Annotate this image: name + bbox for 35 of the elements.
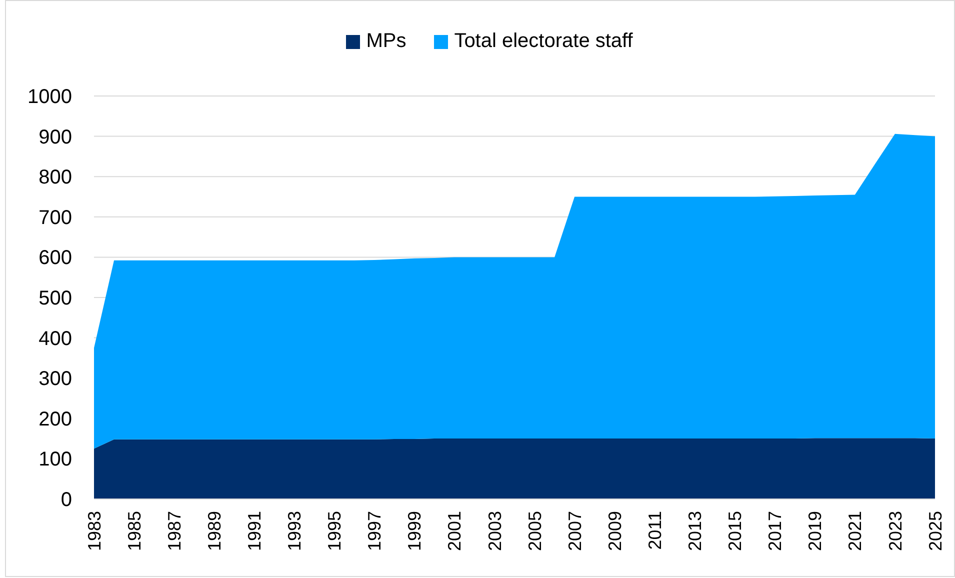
x-tick-label: 2015 <box>725 511 746 552</box>
x-tick-label: 1997 <box>364 511 385 552</box>
x-tick-label: 1983 <box>84 511 104 552</box>
y-tick-label: 1000 <box>28 86 72 108</box>
x-tick-label: 2009 <box>604 511 625 552</box>
x-tick-label: 2007 <box>564 511 585 552</box>
y-tick-label: 900 <box>38 126 72 148</box>
y-tick-label: 200 <box>38 408 72 430</box>
x-tick-label: 2013 <box>685 511 706 552</box>
x-tick-label: 1987 <box>164 511 184 552</box>
x-tick-label: 2025 <box>925 511 946 552</box>
y-tick-label: 500 <box>38 288 72 310</box>
legend-label: MPs <box>366 30 406 53</box>
y-tick-label: 100 <box>38 448 72 471</box>
x-tick-label: 2005 <box>524 511 545 552</box>
x-tick-label: 1989 <box>204 511 224 552</box>
x-tick-label: 2021 <box>845 511 866 552</box>
y-tick-label: 800 <box>38 166 72 189</box>
x-tick-label: 2017 <box>765 511 786 552</box>
x-tick-label: 1993 <box>284 511 305 552</box>
x-tick-label: 1995 <box>324 511 345 552</box>
x-tick-label: 2023 <box>885 511 906 552</box>
legend-label: Total electorate staff <box>454 30 633 53</box>
x-tick-label: 2003 <box>484 511 505 552</box>
x-tick-label: 2019 <box>805 511 826 552</box>
y-tick-label: 0 <box>60 489 72 511</box>
x-tick-label: 1991 <box>244 511 264 552</box>
x-tick-label: 1999 <box>404 511 425 552</box>
x-tick-label: 2001 <box>444 511 465 552</box>
y-tick-label: 700 <box>38 206 72 229</box>
y-tick-label: 300 <box>38 368 72 390</box>
x-tick-label: 2011 <box>644 511 665 550</box>
x-tick-label: 1985 <box>124 511 144 552</box>
y-tick-label: 400 <box>38 328 72 350</box>
y-tick-label: 600 <box>38 247 72 270</box>
